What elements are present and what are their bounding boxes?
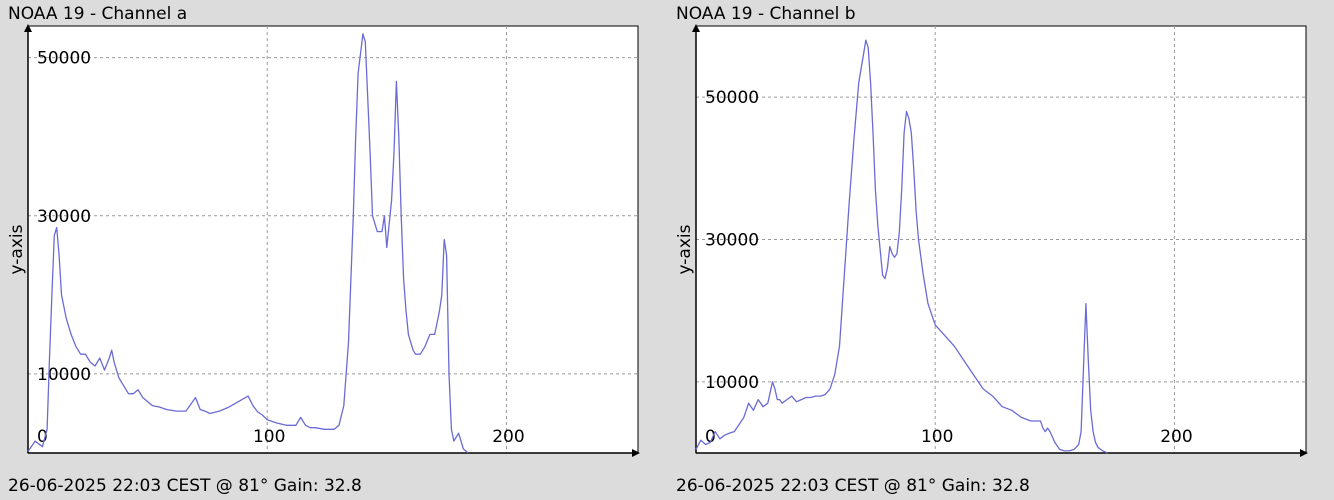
y-axis-label: y-axis xyxy=(675,224,695,274)
series-line xyxy=(695,39,1108,454)
y-tick-label: 0 xyxy=(705,427,716,447)
y-tick-label: 50000 xyxy=(705,88,759,108)
chart-svg: 10000 30000 50000 0 100 200 y-axis xyxy=(7,24,640,457)
chart-panel-b: NOAA 19 - Channel b 10000 30000 50000 0 100 2… xyxy=(668,0,1328,500)
chart-title: NOAA 19 - Channel a xyxy=(8,4,188,24)
x-tick-label: 100 xyxy=(253,427,285,447)
y-axis-label: y-axis xyxy=(7,224,27,274)
y-axis-arrow xyxy=(24,24,32,32)
chart-footer: 26-06-2025 22:03 CEST @ 81° Gain: 32.8 xyxy=(8,476,362,496)
chart-panel-a: NOAA 19 - Channel a 10000 30000 50000 0 100 2… xyxy=(0,0,660,500)
plot-area xyxy=(27,25,639,454)
series-line xyxy=(27,33,469,454)
x-axis-arrow xyxy=(632,449,640,457)
x-tick-label: 200 xyxy=(492,427,524,447)
x-tick-label: 100 xyxy=(921,427,953,447)
y-tick-label: 10000 xyxy=(705,373,759,393)
y-tick-label: 10000 xyxy=(37,365,91,385)
y-tick-label: 0 xyxy=(37,427,48,447)
y-tick-label: 30000 xyxy=(705,231,759,251)
chart-title: NOAA 19 - Channel b xyxy=(676,4,856,24)
x-tick-label: 200 xyxy=(1160,427,1192,447)
y-tick-label: 30000 xyxy=(37,207,91,227)
y-axis-arrow xyxy=(692,24,700,32)
chart-svg: 10000 30000 50000 0 100 200 y-axis xyxy=(675,24,1308,457)
x-axis-arrow xyxy=(1300,449,1308,457)
y-tick-label: 50000 xyxy=(37,49,91,69)
chart-footer: 26-06-2025 22:03 CEST @ 81° Gain: 32.8 xyxy=(676,476,1030,496)
